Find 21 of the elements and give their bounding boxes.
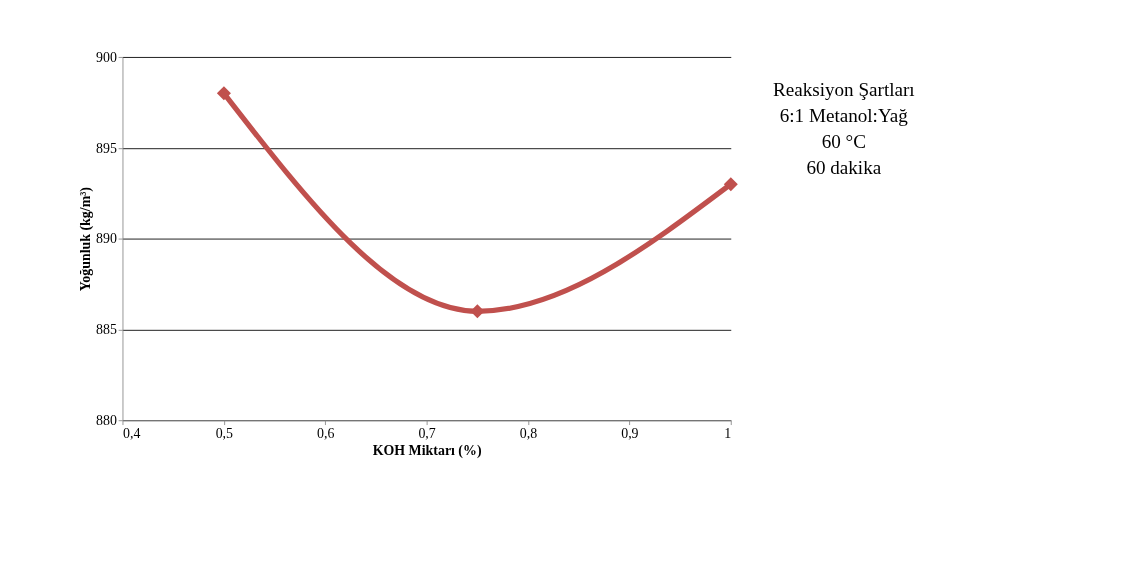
x-tick-label: 0,8 (519, 426, 538, 442)
y-tick-label: 880 (96, 413, 117, 429)
x-tick-label: 0,7 (418, 426, 436, 442)
x-tick-label: 0,4 (122, 426, 141, 442)
x-tick-label: 1 (724, 426, 732, 442)
y-tick-label: 895 (96, 140, 117, 156)
y-tick-label: 890 (96, 231, 117, 247)
point (723, 177, 738, 192)
text: 6:1 Metanol:Yağ (779, 105, 909, 127)
y-axis-title: Yoğunluk (kg/m³) (77, 186, 94, 292)
x-tick-label: 0,5 (215, 426, 234, 442)
x-axis-title: KOH Miktarı (%) (372, 443, 482, 460)
x-tick-label: 0,6 (317, 426, 335, 442)
y-tick-label: 885 (96, 322, 117, 338)
point (470, 304, 485, 319)
y-tick-label: 900 (96, 49, 117, 65)
text: 60 °C (821, 131, 866, 153)
point (216, 86, 231, 101)
text: Reaksiyon Şartları (772, 79, 915, 101)
text: 60 dakika (806, 157, 882, 179)
x-tick-label: 0,9 (621, 426, 639, 442)
